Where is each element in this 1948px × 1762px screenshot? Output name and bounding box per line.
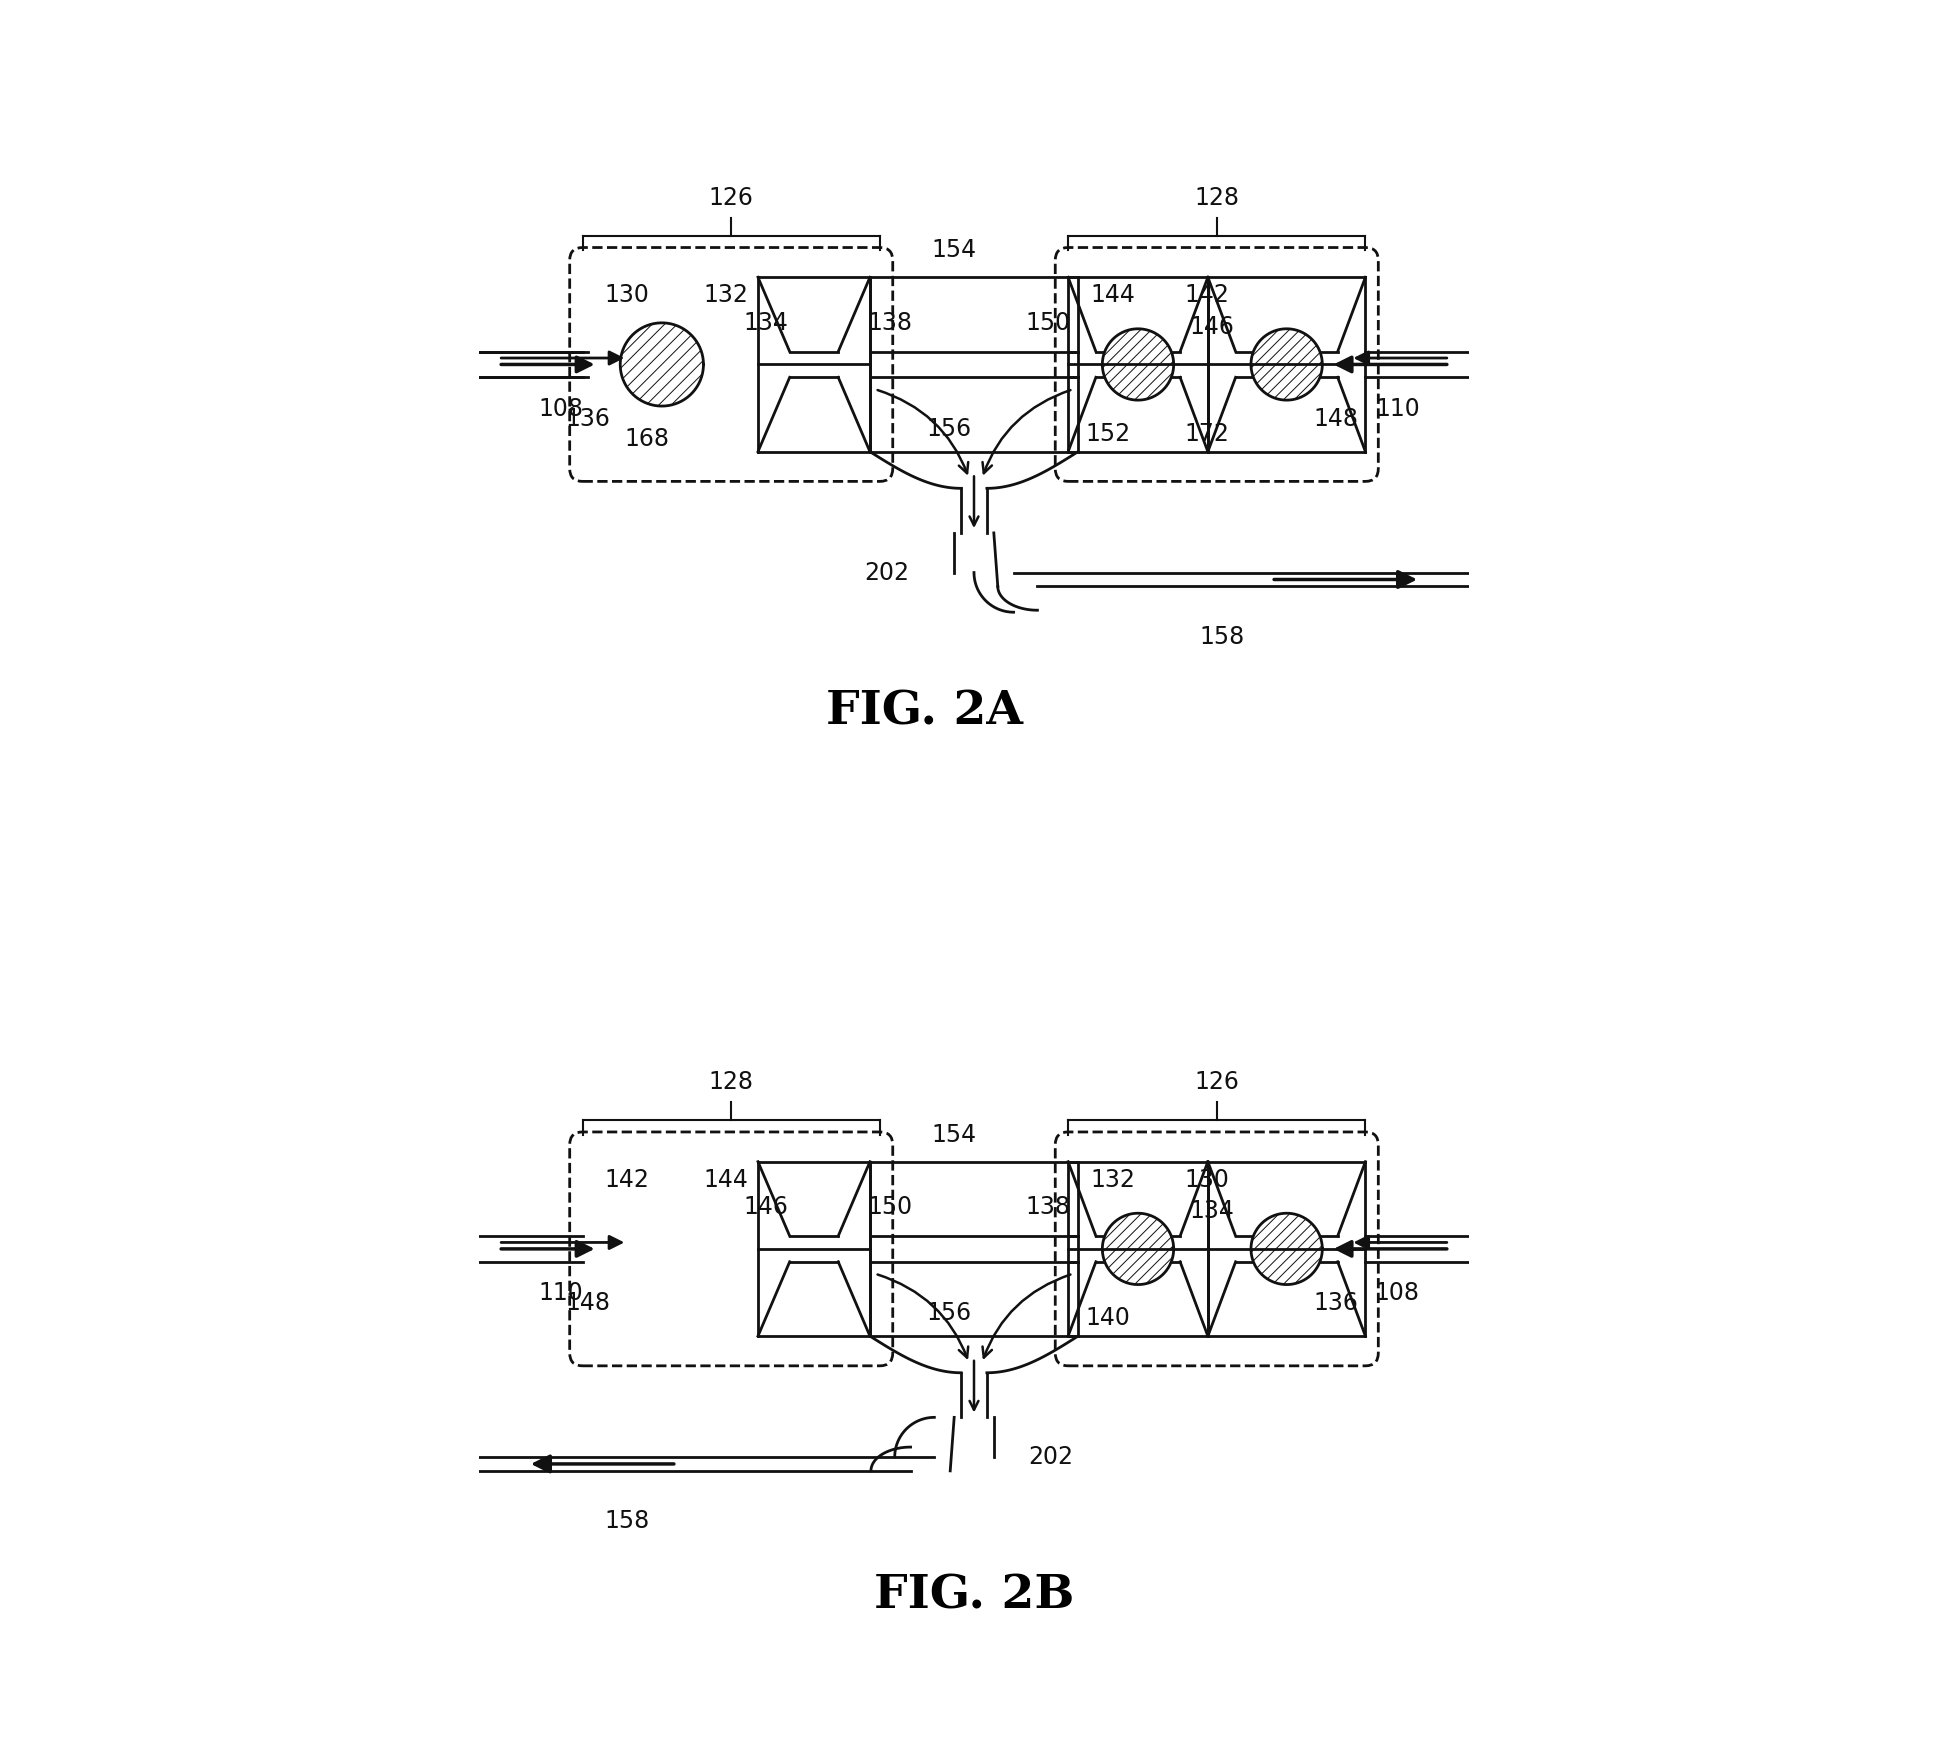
Polygon shape xyxy=(1208,277,1366,451)
Text: 140: 140 xyxy=(1085,1306,1130,1330)
Text: 134: 134 xyxy=(1190,1200,1235,1223)
Text: 126: 126 xyxy=(709,185,754,210)
Text: 142: 142 xyxy=(1184,284,1229,307)
Text: 138: 138 xyxy=(867,310,912,335)
Polygon shape xyxy=(1068,1161,1208,1336)
Text: 132: 132 xyxy=(1091,1168,1136,1191)
Polygon shape xyxy=(619,322,703,405)
Text: 138: 138 xyxy=(1027,1195,1071,1219)
Polygon shape xyxy=(1068,277,1208,451)
Text: 108: 108 xyxy=(538,396,582,421)
Text: 202: 202 xyxy=(865,560,910,585)
FancyBboxPatch shape xyxy=(569,247,892,481)
Text: 158: 158 xyxy=(1200,626,1245,648)
Text: 146: 146 xyxy=(744,1195,789,1219)
FancyBboxPatch shape xyxy=(1056,1131,1379,1366)
Text: 134: 134 xyxy=(744,310,789,335)
Text: 110: 110 xyxy=(1375,396,1420,421)
Polygon shape xyxy=(758,277,871,451)
FancyBboxPatch shape xyxy=(569,1131,892,1366)
Text: 152: 152 xyxy=(1085,421,1130,446)
Text: FIG. 2A: FIG. 2A xyxy=(826,689,1023,735)
Polygon shape xyxy=(1103,1214,1175,1284)
Text: 128: 128 xyxy=(709,1070,754,1094)
Text: 154: 154 xyxy=(931,238,976,263)
Text: 158: 158 xyxy=(604,1510,651,1533)
Text: 108: 108 xyxy=(1375,1281,1420,1306)
Polygon shape xyxy=(758,1161,871,1336)
Text: 136: 136 xyxy=(1313,1292,1358,1316)
Text: 130: 130 xyxy=(604,284,649,307)
Text: 148: 148 xyxy=(565,1292,610,1316)
Polygon shape xyxy=(1103,329,1175,400)
Text: 146: 146 xyxy=(1190,315,1235,338)
Text: FIG. 2B: FIG. 2B xyxy=(875,1573,1073,1619)
Polygon shape xyxy=(1251,329,1323,400)
Text: 136: 136 xyxy=(565,407,610,432)
Polygon shape xyxy=(1208,1161,1366,1336)
Text: 110: 110 xyxy=(538,1281,582,1306)
Text: 168: 168 xyxy=(625,426,670,451)
Text: 130: 130 xyxy=(1184,1168,1229,1191)
Text: 156: 156 xyxy=(927,1302,972,1325)
Text: 156: 156 xyxy=(927,418,972,440)
Polygon shape xyxy=(1251,1214,1323,1284)
Text: 148: 148 xyxy=(1313,407,1358,432)
Text: 144: 144 xyxy=(703,1168,748,1191)
Text: 126: 126 xyxy=(1194,1070,1239,1094)
Text: 150: 150 xyxy=(1027,310,1071,335)
FancyBboxPatch shape xyxy=(1056,247,1379,481)
Text: 150: 150 xyxy=(867,1195,912,1219)
Text: 128: 128 xyxy=(1194,185,1239,210)
Text: 154: 154 xyxy=(931,1122,976,1147)
Text: 144: 144 xyxy=(1091,284,1136,307)
Text: 202: 202 xyxy=(1029,1445,1073,1470)
Text: 132: 132 xyxy=(703,284,748,307)
Text: 172: 172 xyxy=(1184,421,1229,446)
Text: 142: 142 xyxy=(604,1168,649,1191)
